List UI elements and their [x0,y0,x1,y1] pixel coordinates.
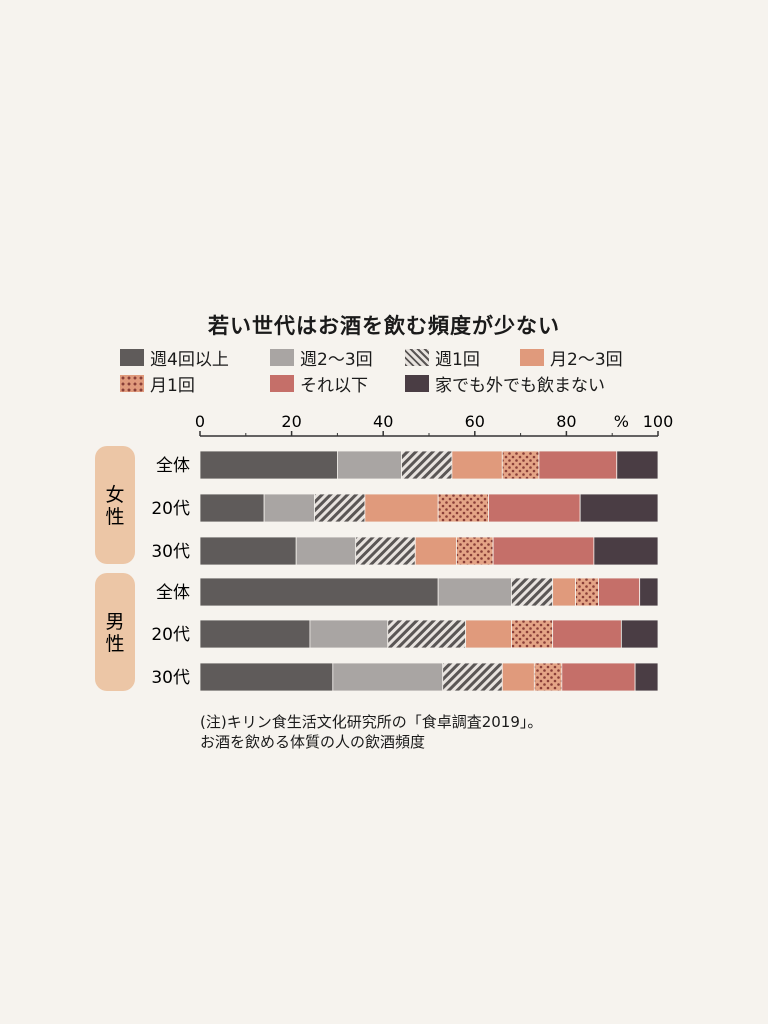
x-tick-label: 0 [195,412,205,431]
legend-label: 月1回 [150,376,195,396]
legend-swatch [405,349,429,366]
bar-segment [465,619,512,649]
bar-segment [355,536,416,566]
bar-segment [538,450,618,480]
chart-title: 若い世代はお酒を飲む頻度が少ない [208,314,560,338]
bar-segment [501,662,535,692]
bar-segment [387,619,467,649]
row-label: 30代 [151,542,190,562]
note-line: お酒を飲める体質の人の飲酒頻度 [200,733,426,751]
bar-segment [199,493,265,523]
bar-segment [263,493,315,523]
bar-segment [332,662,444,692]
bar-segment [437,493,489,523]
bar-segment [492,536,595,566]
legend-swatch [270,375,294,392]
bar-segment [199,536,297,566]
row-label: 全体 [156,456,190,476]
legend-swatch [120,349,144,366]
x-tick-label: 60 [465,412,485,431]
bar-segment [309,619,389,649]
bar-segment [314,493,366,523]
bar-segment [501,450,540,480]
bar-segment [456,536,494,566]
group-box [95,573,135,691]
legend-item: それ以下 [270,371,368,396]
group-label: 性 [105,633,124,655]
legend-label: 週4回以上 [150,350,229,370]
bar-segment [451,450,503,480]
bar-segment [561,662,636,692]
group-box [95,446,135,564]
bar-segment [575,577,599,607]
bar-segment [598,577,641,607]
legend-label: 週1回 [435,350,480,370]
legend-label: 月2〜3回 [550,350,623,370]
source-note: (注)キリン食生活文化研究所の「食卓調査2019」。 お酒を飲める体質の人の飲酒… [200,712,542,752]
legend-item: 家でも外でも飲まない [405,371,605,396]
legend-swatch [405,375,429,392]
legend-swatch [270,349,294,366]
bar-segment [199,619,311,649]
group-label: 男 [105,611,124,633]
group-label: 性 [105,506,124,528]
group-label: 女 [105,484,124,506]
row-label: 20代 [151,499,190,519]
legend-item: 月1回 [120,371,195,396]
bar-segment [295,536,357,566]
legend-item: 週1回 [405,345,480,370]
bar-segment [593,536,659,566]
bar-segment [511,619,554,649]
legend-item: 月2〜3回 [520,345,623,370]
x-tick-label: 40 [373,412,393,431]
legend-label: 家でも外でも飲まない [435,376,605,396]
legend-label: それ以下 [300,376,368,396]
bar-segment [199,662,334,692]
bar-segment [533,662,563,692]
legend-item: 週2〜3回 [270,345,373,370]
legend-swatch [520,349,544,366]
bar-segment [442,662,503,692]
note-line: (注)キリン食生活文化研究所の「食卓調査2019」。 [200,713,543,731]
bar-segment [199,577,439,607]
row-label: 全体 [156,583,190,603]
bar-segment [364,493,439,523]
bar-segment [401,450,453,480]
legend-label: 週2〜3回 [300,350,373,370]
legend-swatch [120,375,144,392]
row-label: 30代 [151,668,190,688]
bar-segment [199,450,338,480]
bar-segment [552,577,576,607]
bar-segment [620,619,659,649]
x-tick-label: 80 [556,412,576,431]
bar-segment [336,450,402,480]
x-tick-label: 100 [643,412,674,431]
bar-segment [639,577,659,607]
bar-segment [616,450,659,480]
bar-segment [488,493,581,523]
x-tick-label: 20 [281,412,301,431]
bar-segment [511,577,554,607]
bar-segment [552,619,622,649]
bar-segment [437,577,512,607]
x-unit-label: % [614,412,629,431]
bar-segment [579,493,659,523]
bar-segment [634,662,659,692]
legend-item: 週4回以上 [120,345,229,370]
bar-segment [414,536,457,566]
row-label: 20代 [151,625,190,645]
